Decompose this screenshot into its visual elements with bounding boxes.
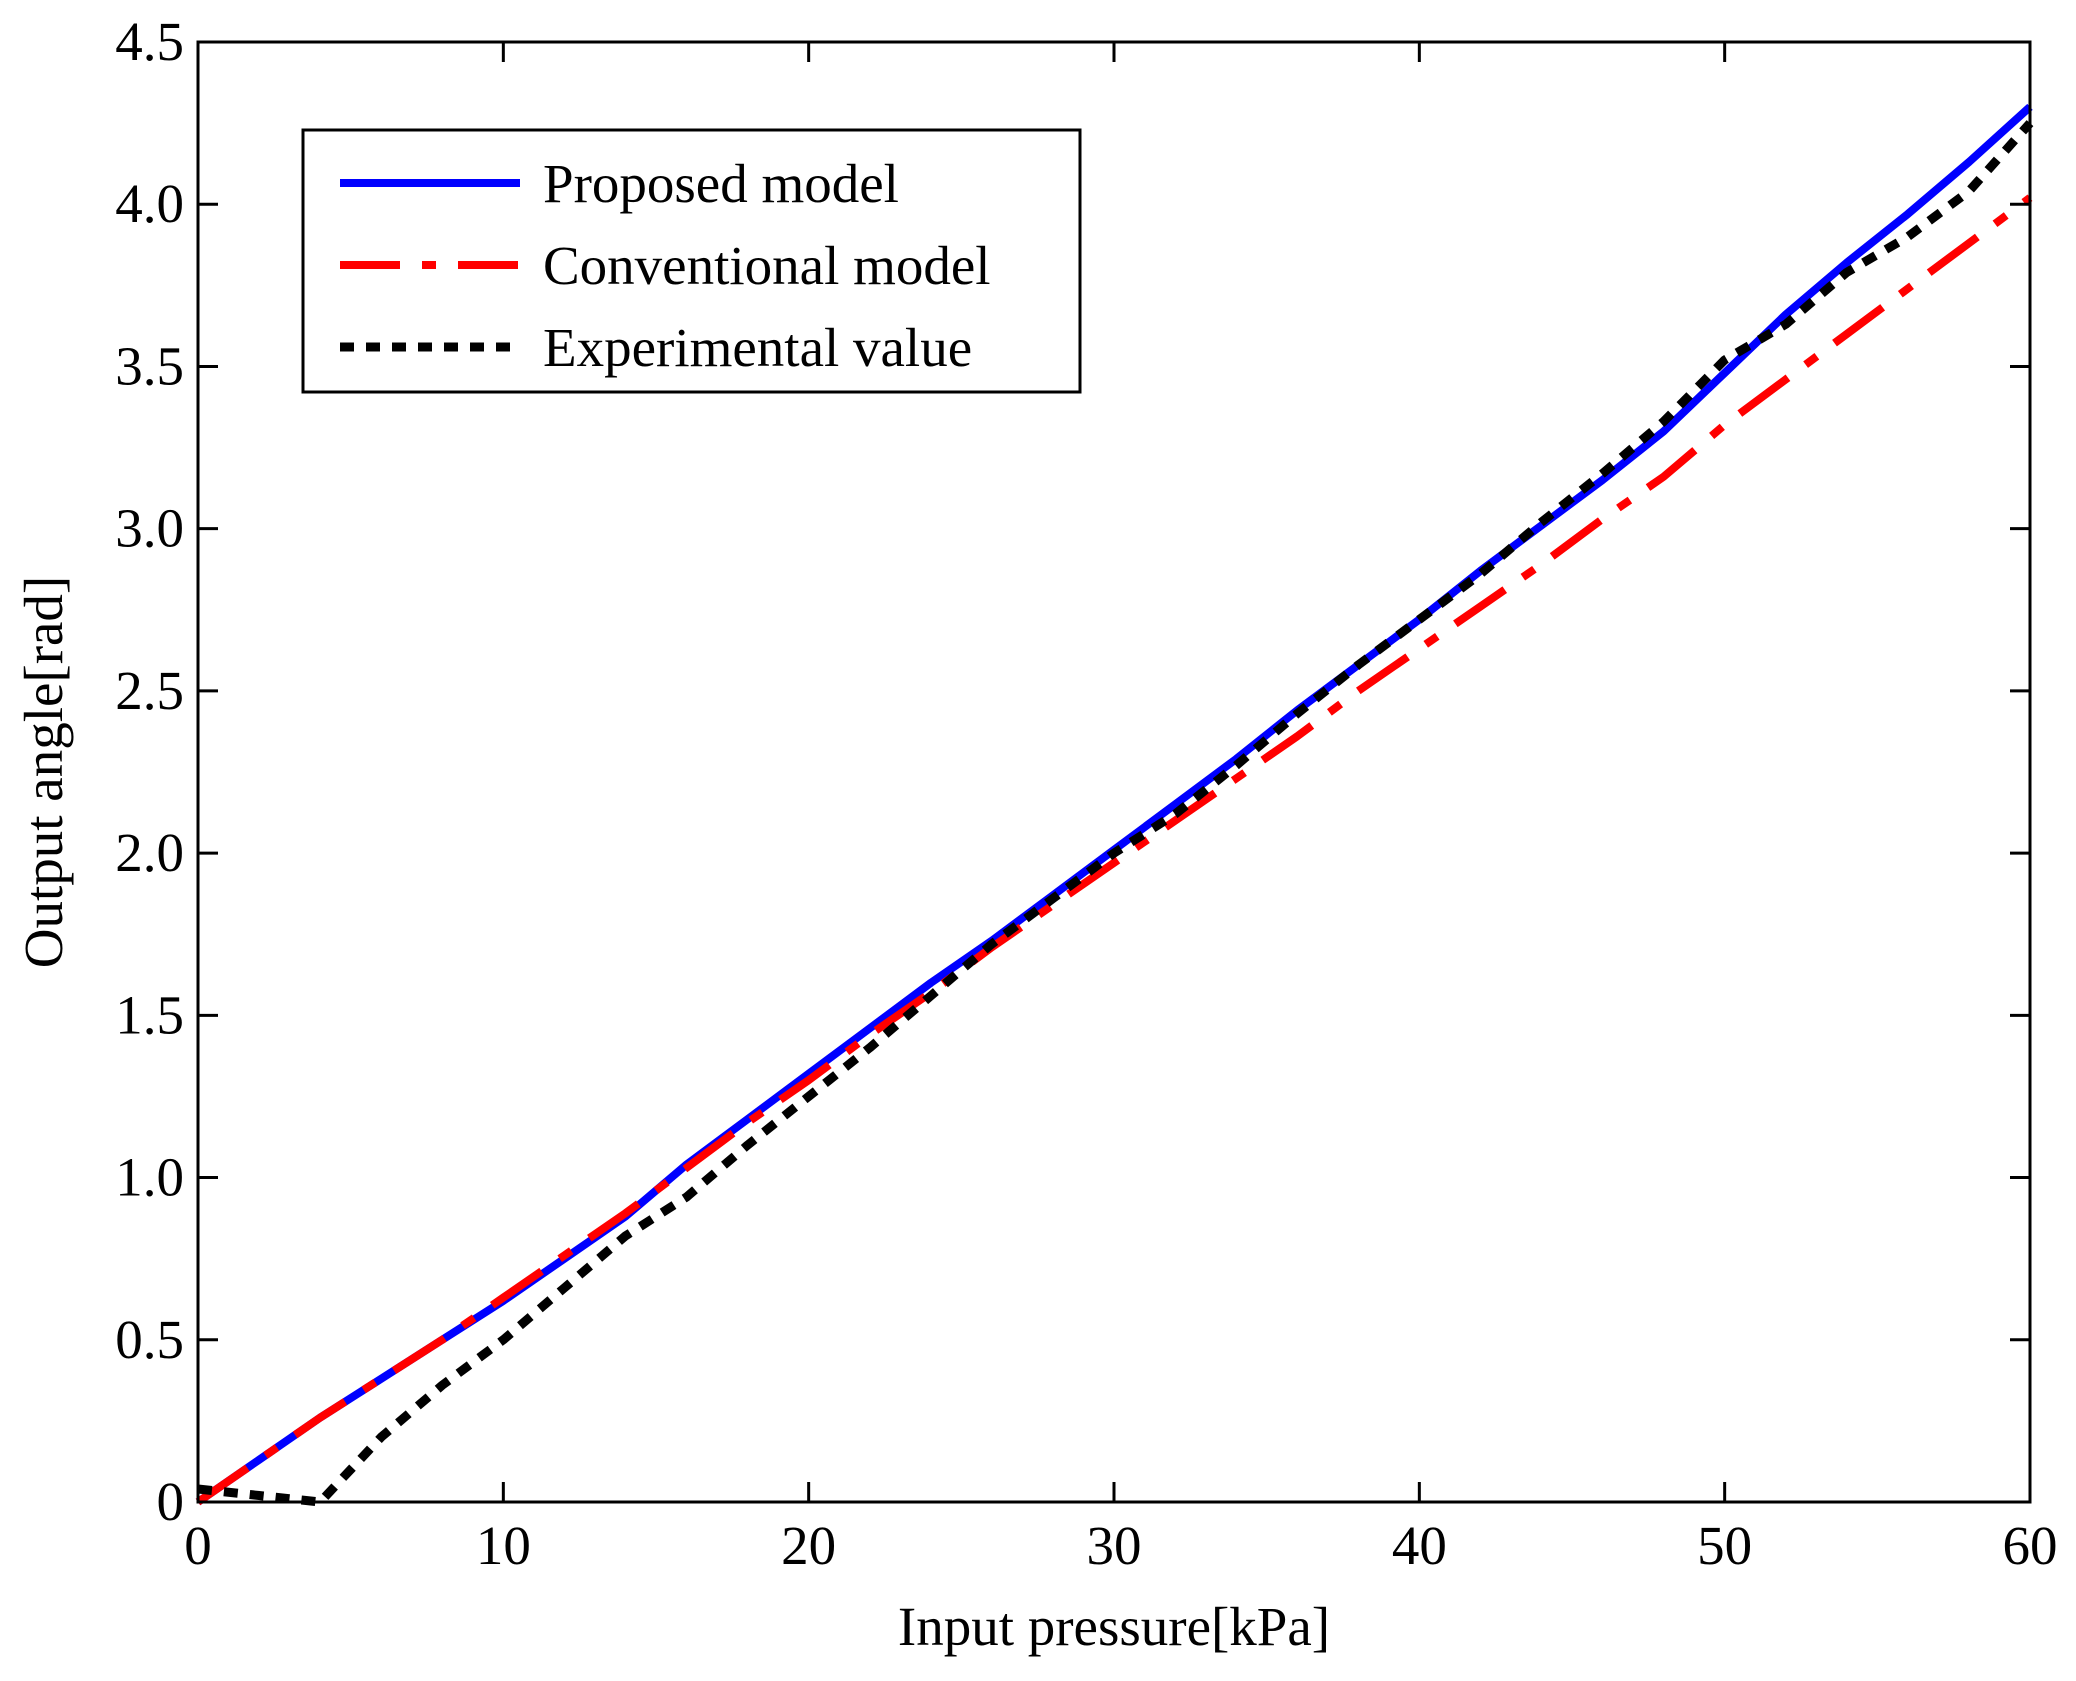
y-tick-label: 4.5 — [115, 11, 184, 72]
y-tick-label: 4.0 — [115, 173, 184, 234]
x-tick-label: 50 — [1697, 1515, 1752, 1576]
y-tick-label: 0.5 — [115, 1309, 184, 1370]
y-tick-label: 3.0 — [115, 498, 184, 559]
y-tick-label: 3.5 — [115, 335, 184, 396]
y-tick-label: 0 — [157, 1471, 185, 1532]
x-tick-label: 40 — [1392, 1515, 1447, 1576]
plot-lines — [195, 103, 2034, 1507]
legend-label-1: Proposed model — [543, 153, 899, 214]
x-axis-title: Input pressure[kPa] — [898, 1596, 1330, 1657]
y-tick-label: 2.5 — [115, 660, 184, 721]
legend: Proposed model Conventional model Experime… — [301, 128, 1082, 394]
x-tick-label: 10 — [476, 1515, 531, 1576]
x-tick-label: 60 — [2003, 1515, 2058, 1576]
x-tick-label: 30 — [1087, 1515, 1142, 1576]
legend-label-3: Experimental value — [543, 317, 972, 378]
series-line-3 — [197, 120, 2034, 1507]
x-axis-ticks: 0 10 20 30 40 50 60 — [184, 42, 2058, 1576]
legend-label-2: Conventional model — [543, 235, 991, 296]
x-tick-label: 0 — [184, 1515, 212, 1576]
series-line-2 — [195, 194, 2033, 1506]
y-tick-label: 1.0 — [115, 1147, 184, 1208]
y-tick-label: 1.5 — [115, 984, 184, 1045]
legend-entries: Proposed model Conventional model Experime… — [340, 153, 991, 378]
y-axis-title: Output angle[rad] — [13, 576, 74, 969]
x-tick-label: 20 — [781, 1515, 836, 1576]
y-axis-ticks: 0 0.5 1.0 1.5 2.0 2.5 3.0 3.5 4.0 4.5 — [115, 11, 2030, 1532]
y-tick-label: 2.0 — [115, 822, 184, 883]
